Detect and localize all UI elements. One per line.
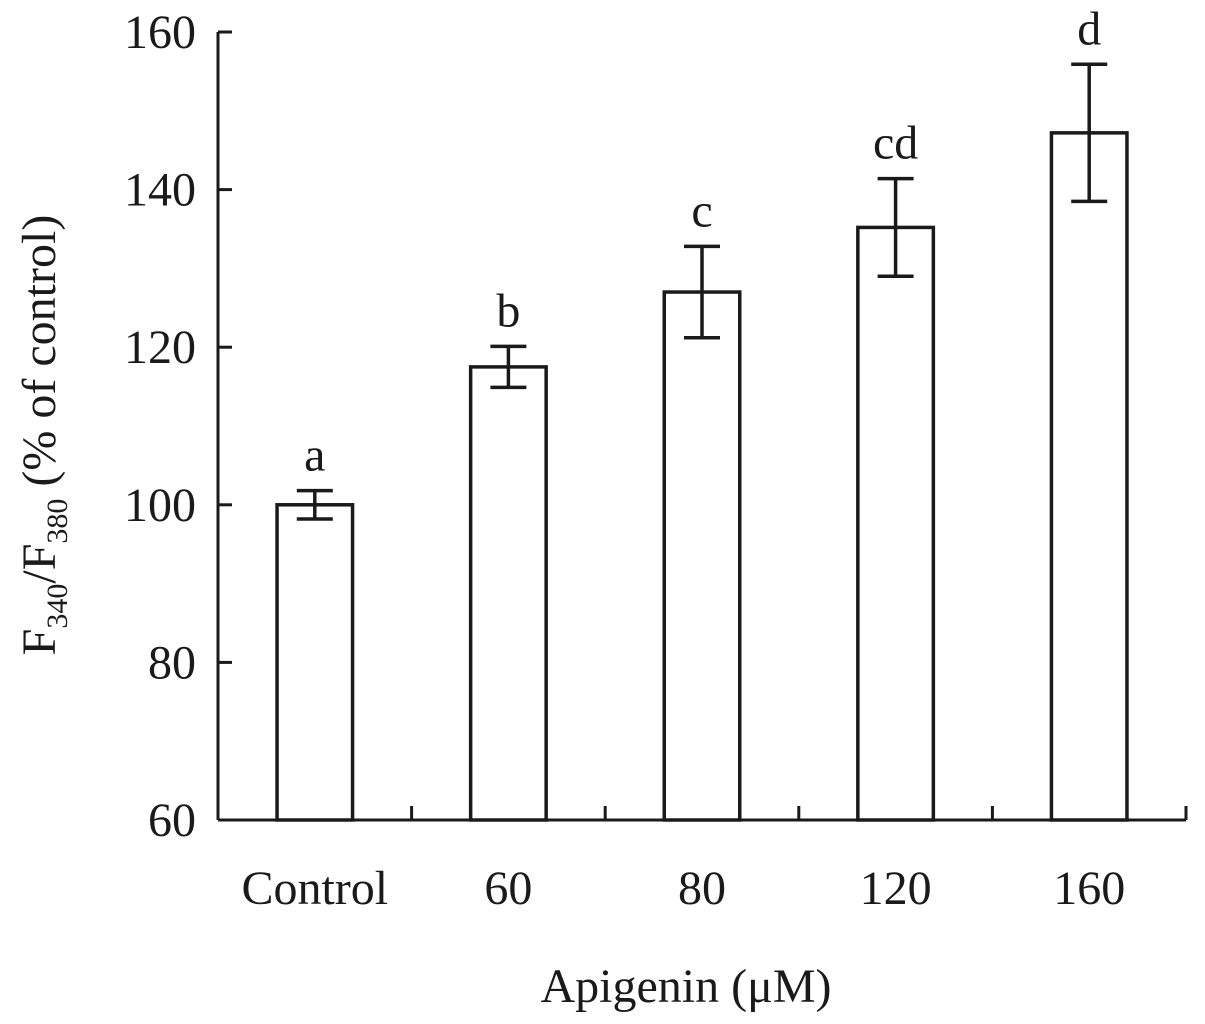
y-tick-label: 160 bbox=[124, 6, 196, 59]
bar bbox=[662, 290, 742, 822]
significance-label: d bbox=[1077, 2, 1101, 55]
x-category-label: 60 bbox=[484, 862, 532, 915]
y-axis-title-sub-2: 380 bbox=[41, 499, 74, 544]
x-category-label: Control bbox=[241, 862, 388, 915]
bars bbox=[275, 131, 1129, 822]
y-axis-title-sub-1: 340 bbox=[41, 584, 74, 629]
y-axis-ticks: 60 80 100 120 140 160 bbox=[124, 6, 232, 847]
error-bars bbox=[296, 62, 1108, 521]
significance-label: c bbox=[691, 184, 712, 237]
y-tick-label: 120 bbox=[124, 321, 196, 374]
y-tick-label: 140 bbox=[124, 164, 196, 217]
y-axis-title: F340/F380 (% of control) bbox=[13, 215, 74, 656]
bar bbox=[468, 365, 548, 822]
bar bbox=[275, 503, 355, 822]
y-axis-title-part-1: F bbox=[13, 629, 66, 656]
y-axis-title-part-2: /F bbox=[13, 544, 66, 584]
significance-label: b bbox=[496, 284, 520, 337]
x-category-label: 80 bbox=[678, 862, 726, 915]
bar bbox=[1049, 131, 1129, 822]
significance-labels: a b c cd d bbox=[304, 2, 1101, 481]
y-tick-label: 100 bbox=[124, 479, 196, 532]
y-axis-title-part-3: (% of control) bbox=[13, 215, 66, 499]
significance-label: cd bbox=[873, 117, 918, 170]
x-axis-ticks: Control 60 80 120 160 bbox=[241, 806, 1188, 915]
y-tick-label: 60 bbox=[148, 794, 196, 847]
x-category-label: 160 bbox=[1053, 862, 1125, 915]
x-axis-title: Apigenin (μM) bbox=[540, 960, 831, 1013]
significance-label: a bbox=[304, 429, 325, 482]
y-tick-label: 80 bbox=[148, 636, 196, 689]
bar bbox=[856, 225, 936, 822]
x-category-label: 120 bbox=[860, 862, 932, 915]
